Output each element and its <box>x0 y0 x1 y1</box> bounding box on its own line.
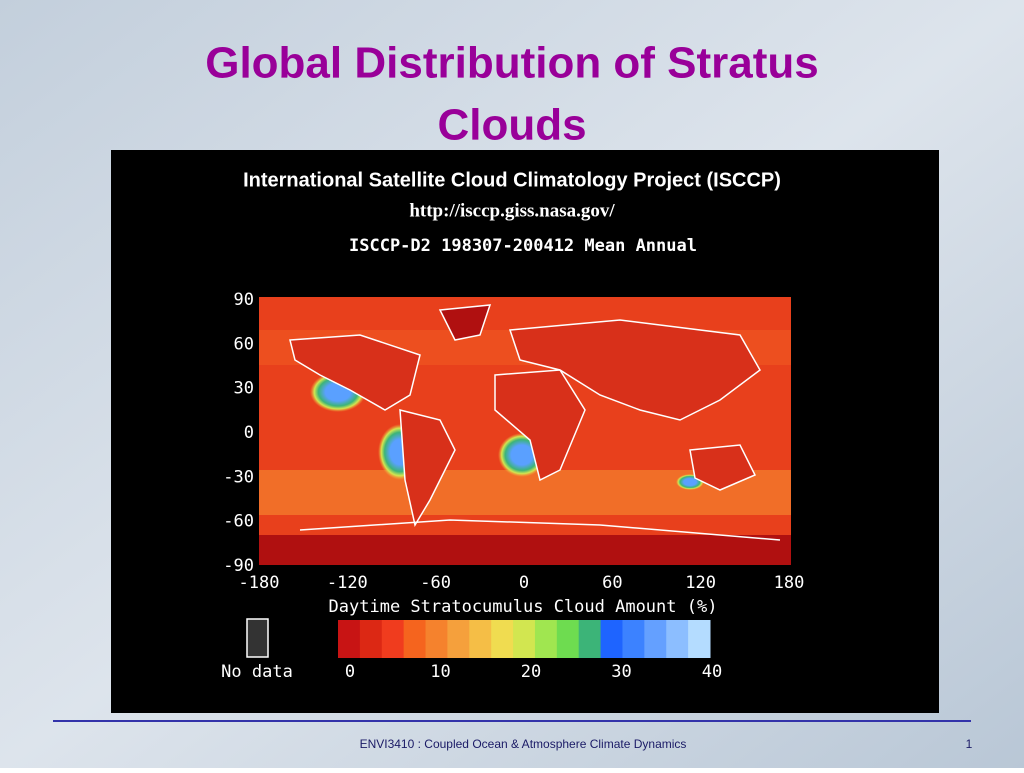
image-heading: International Satellite Cloud Climatolog… <box>243 169 781 191</box>
colorbar-swatch <box>644 620 667 658</box>
page-number: 1 <box>966 737 973 751</box>
lat-tick-label: -90 <box>223 556 254 576</box>
image-url: http://isccp.giss.nasa.gov/ <box>409 200 615 221</box>
no-data-label: No data <box>221 662 293 682</box>
colorbar-swatch <box>403 620 427 658</box>
colorbar-swatch <box>425 620 448 658</box>
colorbar-tick-label: 20 <box>521 662 541 682</box>
lat-tick-label: -60 <box>223 512 254 532</box>
map-title: ISCCP-D2 198307-200412 Mean Annual <box>349 236 697 256</box>
colorbar-swatch <box>534 620 558 658</box>
colorbar-swatch <box>469 620 492 658</box>
colorbar-swatch <box>600 620 623 658</box>
lat-tick-label: 30 <box>234 379 254 399</box>
colorbar-ticks: 0 10 20 30 40 <box>345 662 722 682</box>
map <box>259 297 791 565</box>
colorbar-swatch <box>688 620 711 658</box>
colorbar-swatch <box>666 620 689 658</box>
colorbar <box>338 620 711 658</box>
lat-tick-label: 60 <box>234 334 254 354</box>
colorbar-swatch <box>556 620 580 658</box>
lon-tick-label: 120 <box>685 573 716 593</box>
colorbar-swatch <box>578 620 602 658</box>
lon-ticks: -180 -120 -60 0 60 120 180 <box>239 573 805 593</box>
colorbar-swatch <box>447 620 470 658</box>
colorbar-title: Daytime Stratocumulus Cloud Amount (%) <box>329 597 718 617</box>
footer: ENVI3410 : Coupled Ocean & Atmosphere Cl… <box>360 737 687 751</box>
lat-ticks: 90 60 30 0 -30 -60 -90 <box>223 290 254 576</box>
lon-tick-label: -120 <box>327 573 368 593</box>
colorbar-swatch <box>622 620 645 658</box>
lon-tick-label: -180 <box>239 573 280 593</box>
colorbar-swatch <box>381 620 405 658</box>
colorbar-swatch <box>491 620 514 658</box>
colorbar-swatch <box>338 620 361 658</box>
lon-tick-label: 60 <box>602 573 622 593</box>
colorbar-tick-label: 10 <box>430 662 450 682</box>
title-line: Global Distribution of Stratus <box>205 39 819 88</box>
lat-tick-label: -30 <box>223 467 254 487</box>
colorbar-tick-label: 30 <box>611 662 631 682</box>
lon-tick-label: 0 <box>519 573 529 593</box>
lon-tick-label: -60 <box>420 573 451 593</box>
lon-tick-label: 180 <box>774 573 805 593</box>
lat-tick-label: 90 <box>234 290 254 310</box>
title-line: Clouds <box>437 101 586 150</box>
colorbar-swatch <box>359 620 383 658</box>
no-data-swatch <box>246 618 269 658</box>
colorbar-tick-label: 40 <box>702 662 722 682</box>
colorbar-swatch <box>513 620 536 658</box>
title: Global Distribution of Stratus Clouds <box>205 39 819 150</box>
colorbar-tick-label: 0 <box>345 662 355 682</box>
lat-tick-label: 0 <box>244 423 254 443</box>
